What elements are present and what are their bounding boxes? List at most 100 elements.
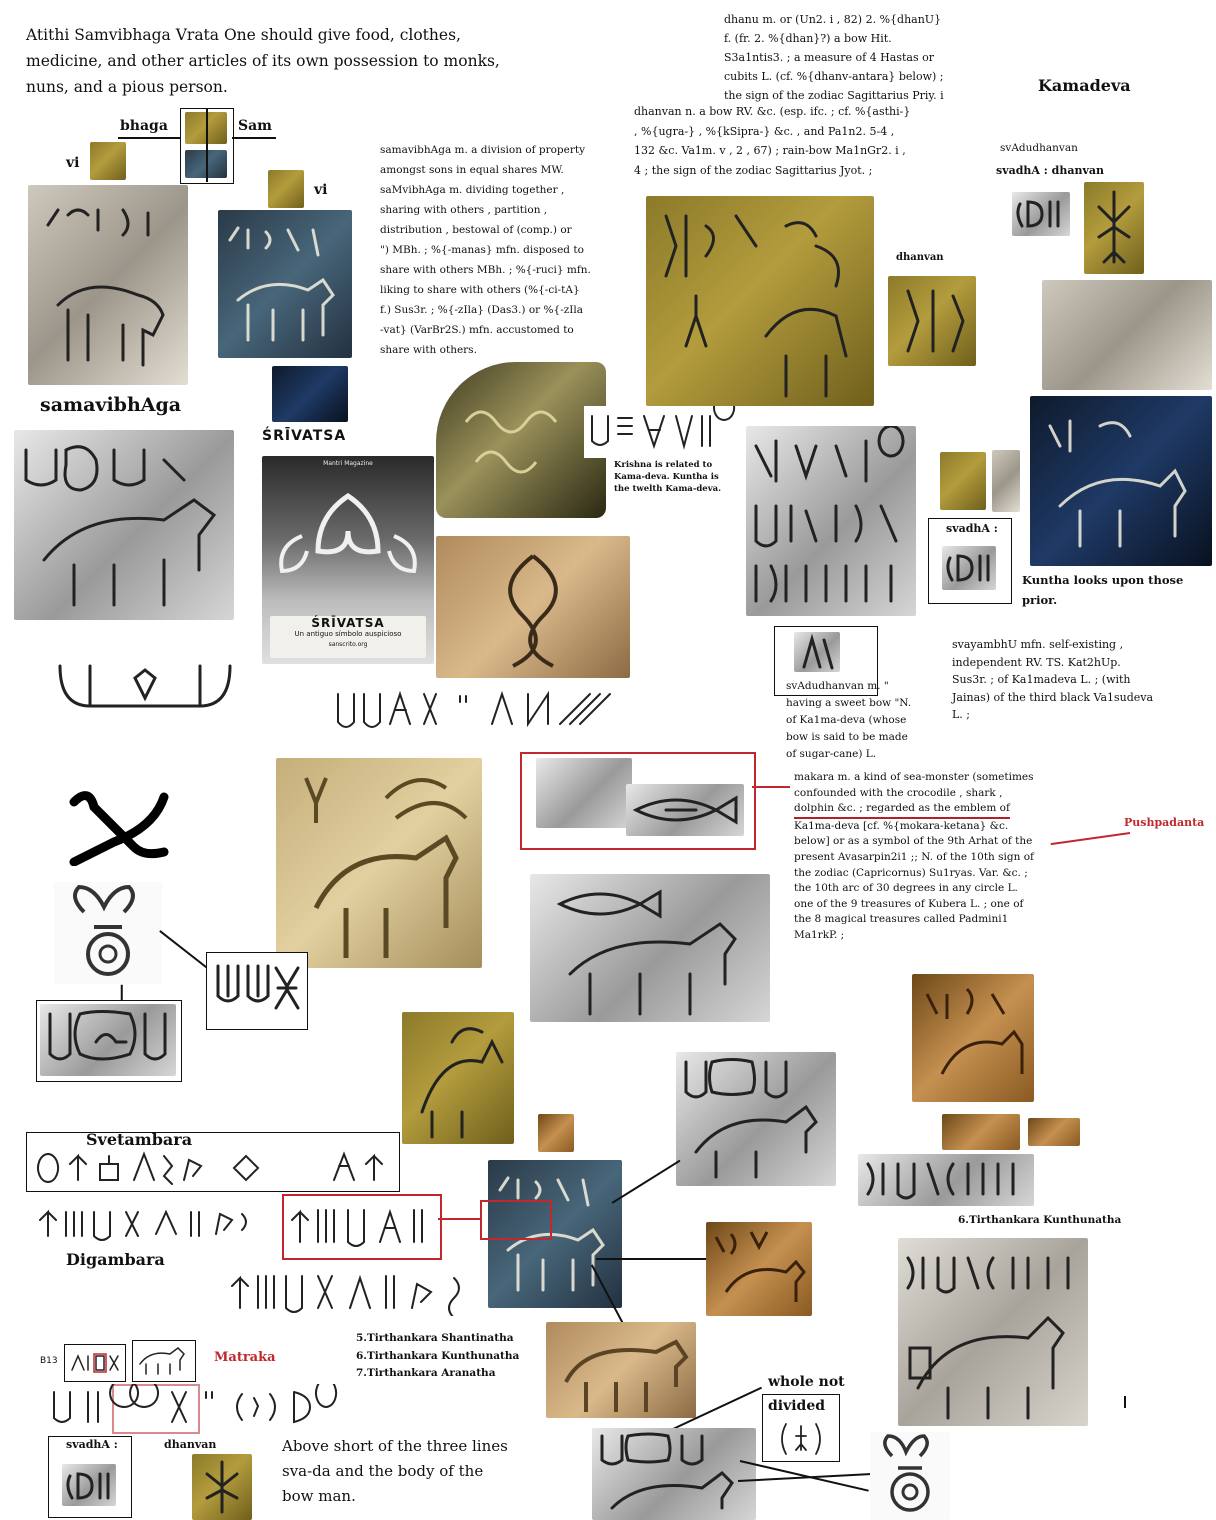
goat-fragment-image: [402, 1012, 514, 1144]
digambara-signs-bottom-drawing: [231, 1274, 460, 1319]
kamadeva-seal-drawing: [664, 214, 848, 398]
connector-ornament-to-signs: [159, 930, 210, 970]
makara-fish-image: [626, 784, 744, 836]
sign-row-drawing: [337, 690, 611, 728]
label-dhanvan-mid: dhanvan: [896, 252, 944, 263]
blue-seal-bottom: [488, 1160, 622, 1308]
amber-bull-seal-drawing: [714, 1231, 806, 1302]
matraka-bull-sketch: [136, 1344, 190, 1376]
label-samavibhaga: samavibhAga: [40, 394, 182, 416]
srivatsa-ornament-sketch: [54, 882, 162, 984]
label-sam: Sam: [238, 118, 272, 134]
samavibhaga-dictionary: samavibhAga m. a division of property am…: [380, 144, 591, 356]
white-seal-top-right: [1042, 280, 1212, 390]
label-srivatsa: ŚRĪVATSA: [262, 428, 347, 444]
poster-site: sanscrito.org: [328, 641, 368, 648]
bull-sculpture-image: [546, 1322, 696, 1418]
label-divided: divided: [768, 1398, 826, 1414]
bottom-explanation: Above short of the three lines sva-da an…: [282, 1437, 508, 1505]
digambara-highlight-frame: [282, 1194, 442, 1260]
seal-fragment-vi-1: [90, 142, 126, 180]
label-tirthankara-kunthunatha: 6.Tirthankara Kunthunatha: [958, 1214, 1122, 1226]
connector-seal-to-amber: [596, 1258, 708, 1260]
unicorn-seal-right: [676, 1052, 836, 1186]
svadudhanvan-caption: svAdudhanvan m. " having a sweet bow "N.…: [786, 680, 912, 760]
svadudhanvan-glyph: [794, 632, 840, 672]
inscription-strip-image: [858, 1154, 1034, 1206]
unicorn-seal-impression: [14, 430, 234, 620]
goat-seal-drawing: [304, 777, 468, 958]
blue-seal-image: [218, 210, 352, 358]
dhanvan-glyph-top-drawing: [1097, 190, 1131, 264]
svetambara-frame: [26, 1132, 400, 1192]
label-svetambara: Svetambara: [86, 1130, 193, 1149]
matraka-signs-small: [68, 1350, 122, 1376]
svadudhanvan-glyph-drawing: [802, 633, 834, 670]
label-pushpadanta: Pushpadanta: [1124, 816, 1205, 829]
svetambara-signs: [34, 1150, 394, 1186]
goat-fragment-drawing: [420, 1027, 504, 1139]
kunthunatha-seal-image: [898, 1238, 1088, 1426]
brass-medallion-image: [436, 362, 606, 518]
srivatsa-ornament-bottom: [870, 1432, 950, 1520]
svadha-glyph-bottom: [62, 1464, 116, 1506]
amber-bull-seal: [706, 1222, 812, 1316]
matraka-sign-frame: [64, 1344, 126, 1382]
unicorn-seal-right-drawing: [684, 1058, 818, 1179]
digambara-highlight-signs: [288, 1200, 436, 1250]
digambara-signs-top: [36, 1204, 256, 1244]
poster-subtitle: Un antiguo símbolo auspicioso: [294, 630, 402, 638]
svadha-glyph-mid-drawing: [946, 554, 990, 582]
svadha-glyph-top: [1012, 192, 1070, 236]
label-digambara: Digambara: [66, 1250, 165, 1269]
blue-seal-bottom-drawing: [498, 1176, 605, 1292]
makara-connector-line: [752, 786, 790, 788]
svadha-fragment-mid-a: [940, 452, 986, 510]
blue-seal-highlight: [480, 1200, 552, 1240]
label-whole-not: whole not: [768, 1374, 845, 1390]
srivatsa-ornament-bottom-drawing: [883, 1434, 930, 1512]
krishna-glyph-strip: [584, 395, 740, 458]
makara-bull-seal-image: [530, 874, 770, 1022]
underline-sam: [232, 137, 276, 139]
amber-fragment-a: [942, 1114, 1020, 1150]
sign-triplet-drawing: [216, 964, 300, 1010]
poster-header: Mantri Magazine: [323, 460, 373, 467]
duck-unicorn-seal-bottom: [592, 1428, 756, 1520]
duck-seal-drawing: [48, 1010, 167, 1061]
dhanvan-dictionary: dhanvan n. a bow RV. &c. (esp. ifc. ; cf…: [634, 105, 911, 177]
label-kamadeva: Kamadeva: [1038, 76, 1131, 95]
svadha-fragment-mid-b: [992, 450, 1020, 512]
dhanvan-seal-fragment: [888, 276, 976, 366]
digambara-signs-bottom: [228, 1268, 488, 1319]
srivatsa-small-image: [272, 366, 348, 422]
label-b13: B13: [40, 1356, 58, 1366]
dhanvan-glyph-top: [1084, 182, 1144, 274]
divided-glyph: [776, 1420, 826, 1458]
srivatsa-relief-drawing: [508, 554, 558, 668]
goat-seal-image: [276, 758, 482, 968]
divided-glyph-drawing: [781, 1423, 821, 1455]
ink-glyph-drawing: [69, 791, 169, 867]
label-vi-2: vi: [314, 182, 328, 198]
blue-seal-right: [1030, 396, 1212, 566]
srivatsa-ornament-drawing: [73, 884, 135, 976]
blue-seal-right-drawing: [1048, 419, 1187, 548]
svadha-glyph-bottom-drawing: [66, 1472, 110, 1500]
matraka-signs-row-drawing: [53, 1378, 338, 1424]
matraka-bull-drawing: [139, 1347, 185, 1375]
makara-images-frame: [520, 752, 756, 850]
tirthankara-list: 5.Tirthankara Shantinatha 6.Tirthankara …: [356, 1332, 520, 1379]
red-connector-to-seal: [438, 1218, 480, 1220]
makara-fish-drawing: [632, 795, 738, 825]
blue-seal-drawing: [228, 226, 335, 342]
divider-sam: [206, 108, 208, 182]
srivatsa-poster: Mantri Magazine ŚRĪVATSA Un antiguo símb…: [262, 456, 434, 664]
bull-sculpture-drawing: [564, 1339, 689, 1412]
label-dhanvan-bottom: dhanvan: [164, 1438, 217, 1451]
sign-triplet-glyph: [212, 958, 302, 1022]
makara-dictionary: makara m. a kind of sea-monster (sometim…: [794, 771, 1034, 941]
sign-pair-sketch: [50, 656, 240, 720]
unicorn-seal-drawing: [24, 445, 217, 607]
amber-seal-top-right-drawing: [925, 987, 1024, 1075]
